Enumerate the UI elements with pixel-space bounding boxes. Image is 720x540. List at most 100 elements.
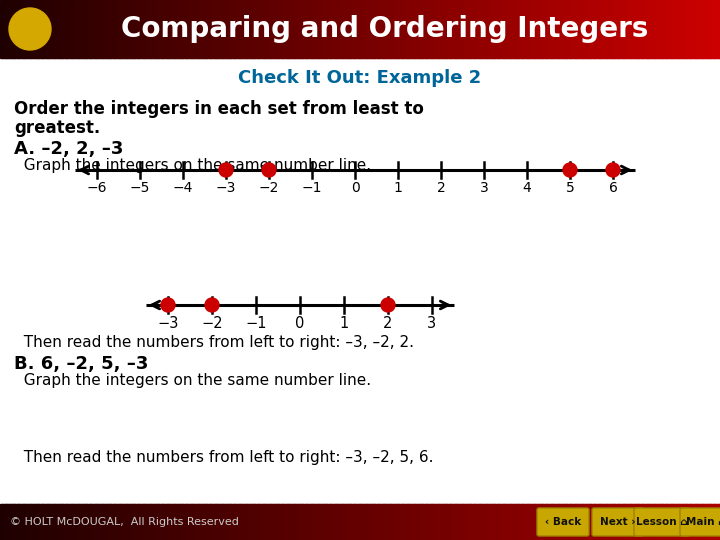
Bar xyxy=(22,0,25,58)
Bar xyxy=(353,0,356,58)
Bar xyxy=(50,504,54,540)
Bar xyxy=(691,504,695,540)
Bar xyxy=(22,504,25,540)
Bar xyxy=(444,504,447,540)
Bar xyxy=(643,504,647,540)
Bar xyxy=(564,0,567,58)
Bar xyxy=(461,0,464,58)
Bar xyxy=(432,504,436,540)
Bar xyxy=(58,504,61,540)
Bar xyxy=(667,0,670,58)
Bar xyxy=(269,0,272,58)
Bar xyxy=(0,504,4,540)
Bar xyxy=(533,0,536,58)
Bar xyxy=(504,504,508,540)
Bar xyxy=(583,0,587,58)
Bar xyxy=(322,504,325,540)
Bar xyxy=(711,504,714,540)
Bar xyxy=(624,504,627,540)
Bar xyxy=(50,0,54,58)
Bar xyxy=(247,504,251,540)
Bar xyxy=(151,504,155,540)
Bar xyxy=(511,0,515,58)
Bar xyxy=(103,504,107,540)
Bar xyxy=(475,0,479,58)
Bar xyxy=(185,0,188,58)
Bar xyxy=(617,504,620,540)
Bar xyxy=(466,0,469,58)
FancyBboxPatch shape xyxy=(680,508,720,536)
Bar xyxy=(120,504,123,540)
Text: Graph the integers on the same number line.: Graph the integers on the same number li… xyxy=(14,158,371,173)
Bar xyxy=(132,504,135,540)
Text: Lesson ⌂: Lesson ⌂ xyxy=(636,517,688,527)
Bar xyxy=(74,0,78,58)
Bar xyxy=(367,504,371,540)
Bar xyxy=(86,504,90,540)
Bar xyxy=(240,0,243,58)
Bar xyxy=(593,0,596,58)
Bar xyxy=(139,504,143,540)
Text: Comparing and Ordering Integers: Comparing and Ordering Integers xyxy=(121,15,649,43)
Bar xyxy=(209,0,212,58)
Bar xyxy=(531,504,534,540)
Bar xyxy=(567,504,570,540)
Bar xyxy=(646,0,649,58)
Bar xyxy=(250,504,253,540)
Bar xyxy=(0,0,4,58)
Bar xyxy=(153,504,157,540)
Bar xyxy=(89,0,92,58)
Bar xyxy=(60,504,63,540)
Bar xyxy=(166,0,169,58)
Bar xyxy=(468,504,472,540)
Bar xyxy=(631,0,634,58)
Bar xyxy=(434,0,438,58)
Bar xyxy=(410,0,414,58)
Bar xyxy=(554,0,558,58)
Bar xyxy=(648,0,652,58)
Bar xyxy=(689,0,692,58)
Bar xyxy=(322,0,325,58)
Bar xyxy=(178,0,181,58)
Circle shape xyxy=(563,163,577,177)
Bar xyxy=(598,0,601,58)
Bar xyxy=(297,0,301,58)
Bar xyxy=(574,504,577,540)
Bar xyxy=(533,504,536,540)
Bar xyxy=(713,0,716,58)
Bar xyxy=(264,0,267,58)
Bar xyxy=(485,504,488,540)
Bar xyxy=(261,504,265,540)
Bar xyxy=(492,504,495,540)
Bar xyxy=(115,504,119,540)
Text: Main ⌂: Main ⌂ xyxy=(686,517,720,527)
Bar xyxy=(521,0,524,58)
Bar xyxy=(48,504,51,540)
Bar xyxy=(430,504,433,540)
Bar xyxy=(250,0,253,58)
Bar xyxy=(643,0,647,58)
Bar xyxy=(214,0,217,58)
Bar xyxy=(670,0,673,58)
Bar xyxy=(497,0,500,58)
Bar xyxy=(189,0,193,58)
Bar xyxy=(290,0,294,58)
Bar xyxy=(221,504,224,540)
Bar xyxy=(211,0,215,58)
Bar xyxy=(703,0,706,58)
Bar xyxy=(336,0,339,58)
Text: 1: 1 xyxy=(394,181,402,195)
Bar xyxy=(377,0,380,58)
Bar xyxy=(161,0,164,58)
Bar xyxy=(240,504,243,540)
Bar xyxy=(144,0,148,58)
Bar xyxy=(86,0,90,58)
Bar xyxy=(610,504,613,540)
Bar xyxy=(137,0,140,58)
Bar xyxy=(146,0,150,58)
Bar xyxy=(444,0,447,58)
Bar xyxy=(413,0,416,58)
Bar xyxy=(271,0,274,58)
Bar xyxy=(261,0,265,58)
Bar xyxy=(499,0,503,58)
